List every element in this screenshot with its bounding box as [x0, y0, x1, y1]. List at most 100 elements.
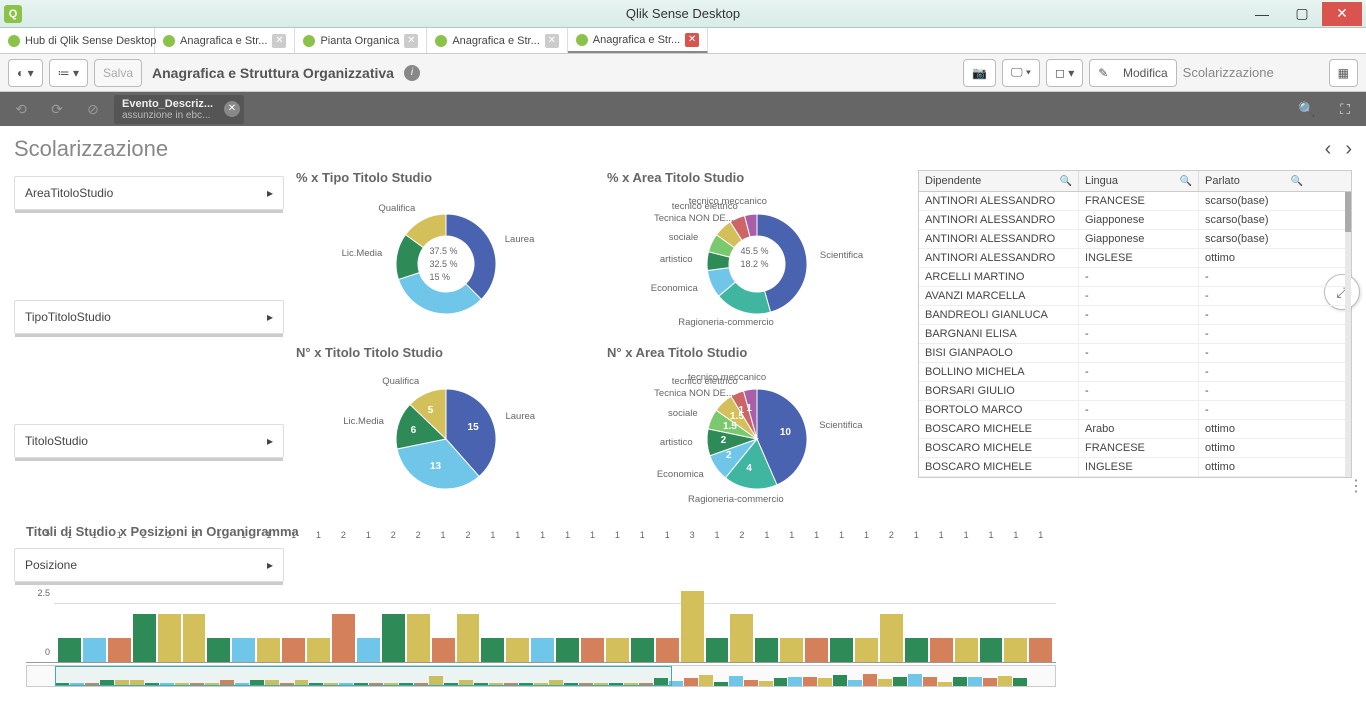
selection-clear-button[interactable]: ⊘ — [78, 96, 108, 122]
bar[interactable]: 1 — [1029, 543, 1052, 662]
bar[interactable]: 1 — [506, 543, 529, 662]
bar[interactable]: 1 — [58, 543, 81, 662]
tab[interactable]: Anagrafica e Str...✕ — [427, 28, 567, 53]
pie-chart-tipo[interactable]: N° x Titolo Titolo Studio LaureaLic.Medi… — [296, 345, 595, 514]
filter-pane[interactable]: TipoTitoloStudio▸ — [14, 300, 284, 334]
tab[interactable]: Pianta Organica✕ — [295, 28, 427, 53]
snapshot-button[interactable]: 📷 — [963, 59, 996, 87]
filter-pane[interactable]: TitoloStudio▸ — [14, 424, 284, 458]
pie-chart-area[interactable]: N° x Area Titolo Studio ScientificaRagio… — [607, 345, 906, 514]
bar-chart[interactable]: Titoli di Studio x Posizioni in Organigr… — [26, 524, 1056, 687]
bar[interactable]: 2 — [158, 543, 181, 662]
table-row[interactable]: BOSCARO MICHELEINGLESEottimo — [919, 458, 1351, 477]
bar[interactable]: 2 — [183, 543, 206, 662]
filter-pane[interactable]: AreaTitoloStudio▸ — [14, 176, 284, 210]
column-header[interactable]: Dipendente🔍 — [919, 171, 1079, 191]
bar[interactable]: 1 — [656, 543, 679, 662]
maximize-button[interactable]: ▢ — [1282, 2, 1322, 26]
bar[interactable]: 2 — [730, 543, 753, 662]
selection-chip-remove[interactable]: ✕ — [224, 101, 240, 117]
table-row[interactable]: BOSCARO MICHELEAraboottimo — [919, 420, 1351, 439]
bar[interactable]: 2 — [133, 543, 156, 662]
tab-close-icon[interactable]: ✕ — [272, 34, 286, 48]
global-menu-button[interactable]: ◐ ▾ — [8, 59, 43, 87]
table-row[interactable]: BISI GIANPAOLO-- — [919, 344, 1351, 363]
search-icon[interactable]: 🔍 — [1180, 176, 1192, 187]
bar[interactable]: 2 — [332, 543, 355, 662]
bar[interactable]: 1 — [631, 543, 654, 662]
sheets-button[interactable]: ▦ — [1329, 59, 1358, 87]
next-sheet-button[interactable]: › — [1345, 138, 1352, 161]
table-row[interactable]: BOLLINO MICHELA-- — [919, 363, 1351, 382]
table-row[interactable]: BANDREOLI GIANLUCA-- — [919, 306, 1351, 325]
table-menu-button[interactable]: ⋮ — [1348, 476, 1364, 496]
search-icon[interactable]: 🔍 — [1291, 176, 1303, 187]
bar[interactable]: 1 — [581, 543, 604, 662]
bookmark-button[interactable]: ◻ ▾ — [1046, 59, 1083, 87]
tab-close-icon[interactable]: ✕ — [404, 34, 418, 48]
column-header[interactable]: Parlato🔍 — [1199, 171, 1309, 191]
bar[interactable]: 1 — [432, 543, 455, 662]
selection-chip[interactable]: Evento_Descriz... assunzione in ebc... ✕ — [114, 95, 244, 124]
close-button[interactable]: ✕ — [1322, 2, 1362, 26]
search-icon[interactable]: 🔍 — [1060, 176, 1072, 187]
table-row[interactable]: ANTINORI ALESSANDROGiapponesescarso(base… — [919, 230, 1351, 249]
table-row[interactable]: BOSCARO MICHELEFRANCESEottimo — [919, 439, 1351, 458]
present-button[interactable]: 🖵 ▾ — [1002, 59, 1040, 87]
bar[interactable]: 1 — [108, 543, 131, 662]
tab-close-icon[interactable]: ✕ — [685, 33, 699, 47]
bar[interactable]: 1 — [706, 543, 729, 662]
bar[interactable]: 1 — [930, 543, 953, 662]
table-row[interactable]: BORTOLO MARCO-- — [919, 401, 1351, 420]
bar[interactable]: 1 — [980, 543, 1003, 662]
selection-back-button[interactable]: ⟲ — [6, 96, 36, 122]
bar[interactable]: 1 — [955, 543, 978, 662]
table-row[interactable]: BARGNANI ELISA-- — [919, 325, 1351, 344]
table-row[interactable]: ARCELLI MARTINO--ottimo — [919, 268, 1351, 287]
bar[interactable]: 1 — [232, 543, 255, 662]
bar[interactable]: 2 — [382, 543, 405, 662]
donut-chart-area[interactable]: % x Area Titolo Studio ScientificaRagion… — [607, 170, 906, 339]
table-row[interactable]: ANTINORI ALESSANDROINGLESEottimo — [919, 249, 1351, 268]
bar[interactable]: 2 — [457, 543, 480, 662]
data-table[interactable]: Dipendente🔍Lingua🔍Parlato🔍 ANTINORI ALES… — [918, 170, 1352, 478]
bar[interactable]: 1 — [257, 543, 280, 662]
bar[interactable]: 1 — [531, 543, 554, 662]
bar[interactable]: 1 — [606, 543, 629, 662]
bar[interactable]: 2 — [407, 543, 430, 662]
bar[interactable]: 1 — [805, 543, 828, 662]
tab[interactable]: Anagrafica e Str...✕ — [568, 28, 708, 53]
prev-sheet-button[interactable]: ‹ — [1325, 138, 1332, 161]
selections-tool-button[interactable]: ⛶ — [1330, 96, 1360, 122]
bar[interactable]: 2 — [880, 543, 903, 662]
table-row[interactable]: ANTINORI ALESSANDROFRANCESEscarso(base) — [919, 192, 1351, 211]
search-button[interactable]: 🔍 — [1292, 96, 1322, 122]
edit-button[interactable]: ✎ Modifica — [1089, 59, 1176, 87]
selection-forward-button[interactable]: ⟳ — [42, 96, 72, 122]
info-icon[interactable]: i — [404, 65, 420, 81]
bar[interactable]: 3 — [681, 543, 704, 662]
bar[interactable]: 1 — [1004, 543, 1027, 662]
bar[interactable]: 1 — [905, 543, 928, 662]
bar[interactable]: 1 — [755, 543, 778, 662]
bar[interactable]: 1 — [83, 543, 106, 662]
sheet-name-input[interactable] — [1183, 65, 1323, 80]
save-button[interactable]: Salva — [94, 59, 142, 87]
bar[interactable]: 1 — [207, 543, 230, 662]
tab-close-icon[interactable]: ✕ — [545, 34, 559, 48]
list-menu-button[interactable]: ≔ ▾ — [49, 59, 88, 87]
minimize-button[interactable]: — — [1242, 2, 1282, 26]
table-row[interactable]: ANTINORI ALESSANDROGiapponesescarso(base… — [919, 211, 1351, 230]
bar[interactable]: 1 — [830, 543, 853, 662]
bar[interactable]: 1 — [307, 543, 330, 662]
bar[interactable]: 1 — [282, 543, 305, 662]
column-header[interactable]: Lingua🔍 — [1079, 171, 1199, 191]
bar[interactable]: 1 — [780, 543, 803, 662]
tab[interactable]: Hub di Qlik Sense Desktop — [0, 28, 155, 53]
donut-chart-tipo[interactable]: % x Tipo Titolo Studio LaureaLic.MediaQu… — [296, 170, 595, 339]
bar[interactable]: 1 — [556, 543, 579, 662]
bar[interactable]: 1 — [481, 543, 504, 662]
bar[interactable]: 1 — [357, 543, 380, 662]
table-row[interactable]: BORSARI GIULIO-- — [919, 382, 1351, 401]
bar[interactable]: 1 — [855, 543, 878, 662]
